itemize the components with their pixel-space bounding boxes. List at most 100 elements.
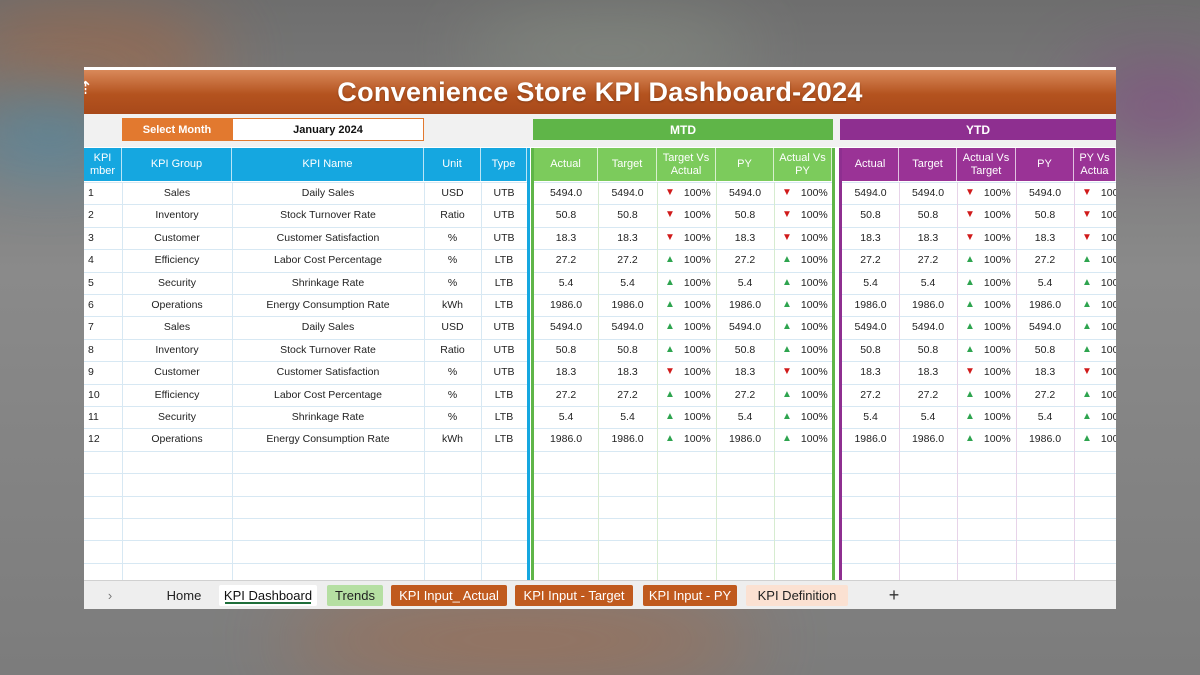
tab-trends[interactable]: Trends xyxy=(327,585,383,606)
indicator-value: 100 xyxy=(1100,254,1116,267)
tab-home[interactable]: Home xyxy=(166,588,202,603)
indicator-value: 100% xyxy=(800,187,828,199)
ytd-header-2: Actual Vs Target xyxy=(957,148,1016,181)
ytd-py-vs-actual: ▲ 100 xyxy=(1074,316,1116,338)
kpi-type: LTB xyxy=(494,299,514,311)
ytd-target: 18.3 xyxy=(917,231,939,244)
ytd-header-4: PY Vs Actua xyxy=(1074,148,1116,181)
indicator-value: 100% xyxy=(983,411,1011,423)
ytd-target: 27.2 xyxy=(917,388,939,401)
kpi-number: 9 xyxy=(88,366,94,379)
ytd-target: 5494.0 xyxy=(911,187,945,199)
grid-line xyxy=(534,204,832,206)
grid-line xyxy=(84,383,527,385)
ytd-actual: 18.3 xyxy=(860,366,881,379)
tab-kpi-dashboard[interactable]: KPI Dashboard xyxy=(219,585,317,606)
grid-line xyxy=(534,406,832,407)
mtd-header-4: Actual Vs PY xyxy=(774,148,832,181)
add-sheet-icon[interactable]: + xyxy=(888,585,900,605)
grid-line xyxy=(842,383,1116,385)
ytd-py: 50.8 xyxy=(1034,209,1056,222)
kpi-unit: USD xyxy=(441,187,464,199)
indicator-value: 100% xyxy=(800,388,828,401)
ytd-actual-vs-target: ▲ 100% xyxy=(957,406,1016,428)
indicator-value: 100% xyxy=(683,187,711,199)
kpi-number: 10 xyxy=(88,388,100,401)
red-down-triangle-icon: ▼ xyxy=(1082,366,1092,378)
kpi-unit: kWh xyxy=(442,433,463,446)
ytd-py: 1986.0 xyxy=(1028,299,1062,311)
mtd-header: MTD xyxy=(533,119,833,140)
mtd-target: 50.8 xyxy=(617,343,638,356)
mtd-target: 5494.0 xyxy=(611,187,644,199)
kpi-type: UTB xyxy=(493,209,515,222)
green-up-triangle-icon: ▲ xyxy=(965,321,975,333)
green-up-triangle-icon: ▲ xyxy=(665,388,675,400)
mtd-target: 5494.0 xyxy=(611,321,644,334)
grid-line xyxy=(1074,182,1075,580)
ytd-actual: 27.2 xyxy=(860,254,881,267)
month-dropdown[interactable]: January 2024 xyxy=(232,118,424,141)
indicator-value: 100% xyxy=(800,343,828,356)
mtd-target: 27.2 xyxy=(617,254,638,267)
ytd-actual: 50.8 xyxy=(860,343,881,356)
indicator-value: 100% xyxy=(800,231,828,244)
mtd-actual: 50.8 xyxy=(555,343,577,356)
green-up-triangle-icon: ▲ xyxy=(782,388,792,400)
indicator-value: 100 xyxy=(1100,411,1116,423)
kpi-type: UTB xyxy=(493,187,515,199)
kpi-header-0: KPI mber xyxy=(84,148,122,181)
mtd-actual-vs-py: ▲ 100% xyxy=(774,384,832,406)
red-down-triangle-icon: ▼ xyxy=(782,187,792,198)
indicator-value: 100 xyxy=(1100,276,1116,289)
mtd-actual: 50.8 xyxy=(555,209,577,222)
ytd-target: 5494.0 xyxy=(911,321,945,334)
grid-line xyxy=(842,495,1116,497)
mtd-py: 5494.0 xyxy=(728,321,762,334)
kpi-type: LTB xyxy=(494,276,514,289)
green-up-triangle-icon: ▲ xyxy=(665,276,675,288)
tab-kpi-input-py[interactable]: KPI Input - PY xyxy=(643,585,737,606)
grid-line xyxy=(122,182,123,580)
grid-line xyxy=(842,226,1116,228)
grid-line xyxy=(84,316,527,318)
tab-kpi-input-target[interactable]: KPI Input - Target xyxy=(515,585,633,606)
tab-scroll-next-icon[interactable]: › xyxy=(107,588,113,603)
grid-line xyxy=(84,473,527,475)
grid-line xyxy=(957,182,958,580)
green-up-triangle-icon: ▲ xyxy=(965,276,975,288)
indicator-value: 100% xyxy=(983,433,1011,446)
tab-kpi-definition[interactable]: KPI Definition xyxy=(746,585,848,606)
grid-line xyxy=(842,428,1116,430)
grid-line xyxy=(232,182,233,580)
mtd-target: 1986.0 xyxy=(611,433,644,446)
kpi-group: Efficiency xyxy=(154,388,200,401)
red-down-triangle-icon: ▼ xyxy=(665,209,675,221)
dashboard-title: Convenience Store KPI Dashboard-2024 xyxy=(337,76,863,107)
indicator-value: 100% xyxy=(800,299,828,311)
kpi-header-2: KPI Name xyxy=(232,148,424,181)
ytd-target: 1986.0 xyxy=(911,299,945,311)
ytd-py-vs-actual: ▲ 100 xyxy=(1074,339,1116,361)
kpi-unit: % xyxy=(447,276,458,289)
grid-line xyxy=(84,495,527,497)
grid-line xyxy=(842,473,1116,475)
indicator-value: 100% xyxy=(983,343,1011,356)
grid-line xyxy=(534,450,832,452)
grid-line xyxy=(842,406,1116,407)
green-up-triangle-icon: ▲ xyxy=(1082,299,1092,310)
ytd-actual-vs-target: ▼ 100% xyxy=(957,227,1016,249)
kpi-type: LTB xyxy=(494,411,514,423)
kpi-name: Daily Sales xyxy=(301,187,355,199)
kpi-group: Efficiency xyxy=(154,254,200,267)
green-up-triangle-icon: ▲ xyxy=(965,254,975,266)
kpi-header-1: KPI Group xyxy=(122,148,232,181)
tab-kpi-input-actual[interactable]: KPI Input_ Actual xyxy=(391,585,507,606)
grid-line xyxy=(84,294,527,295)
kpi-number: 3 xyxy=(88,231,94,244)
active-tab-underline xyxy=(225,602,311,604)
ytd-py: 5.4 xyxy=(1037,411,1053,423)
ytd-header-3: PY xyxy=(1016,148,1074,181)
mtd-actual-vs-py: ▼ 100% xyxy=(774,182,832,204)
kpi-number: 5 xyxy=(88,276,94,289)
